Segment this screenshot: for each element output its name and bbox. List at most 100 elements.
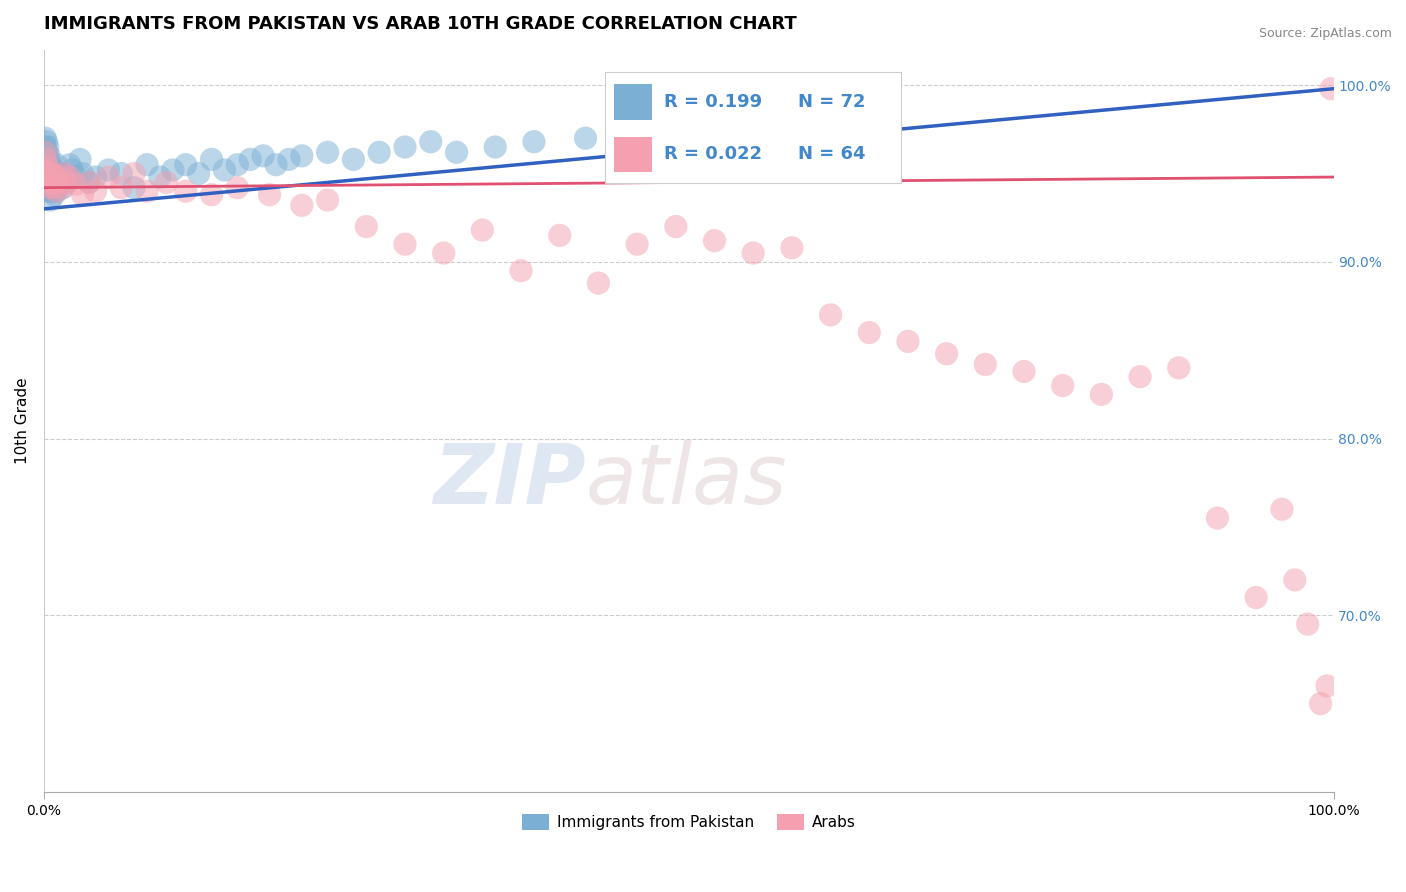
Point: [1167, 360, 1189, 375]
Legend: Immigrants from Pakistan, Arabs: Immigrants from Pakistan, Arabs: [516, 808, 862, 837]
Point: [48, 167, 70, 181]
Point: [84, 184, 107, 198]
Point: [187, 167, 209, 181]
Point: [174, 158, 197, 172]
Text: atlas: atlas: [585, 440, 787, 521]
Point: [59, 169, 82, 184]
Point: [39, 193, 62, 207]
Point: [162, 163, 184, 178]
Point: [69, 153, 91, 167]
Point: [44, 180, 66, 194]
Point: [39, 173, 62, 187]
Point: [1129, 369, 1152, 384]
Point: [419, 135, 441, 149]
Point: [38, 149, 60, 163]
Point: [35, 169, 58, 184]
Point: [1271, 502, 1294, 516]
Point: [53, 167, 76, 181]
Point: [574, 131, 596, 145]
Point: [259, 187, 281, 202]
Point: [703, 234, 725, 248]
Point: [77, 175, 100, 189]
Point: [35, 135, 58, 149]
Point: [45, 158, 67, 172]
Point: [84, 169, 107, 184]
Point: [626, 237, 648, 252]
Point: [35, 145, 58, 160]
Point: [46, 169, 69, 184]
Point: [239, 153, 262, 167]
Point: [37, 180, 59, 194]
Text: IMMIGRANTS FROM PAKISTAN VS ARAB 10TH GRADE CORRELATION CHART: IMMIGRANTS FROM PAKISTAN VS ARAB 10TH GR…: [44, 15, 797, 33]
Point: [678, 122, 700, 136]
Point: [39, 158, 62, 172]
Point: [1296, 617, 1319, 632]
Point: [226, 158, 249, 172]
Point: [41, 184, 63, 198]
Point: [820, 308, 842, 322]
Point: [1316, 679, 1339, 693]
Point: [35, 153, 58, 167]
Text: ZIP: ZIP: [433, 440, 585, 521]
Point: [1012, 364, 1035, 378]
Point: [44, 187, 66, 202]
Point: [1284, 573, 1306, 587]
Point: [37, 160, 59, 174]
Point: [136, 158, 159, 172]
Point: [935, 347, 957, 361]
Point: [42, 180, 65, 194]
Point: [433, 246, 456, 260]
Point: [974, 357, 997, 371]
Point: [110, 180, 132, 194]
Point: [46, 175, 69, 189]
Point: [34, 158, 56, 172]
Point: [56, 175, 79, 189]
Point: [1206, 511, 1229, 525]
Point: [44, 167, 66, 181]
Point: [38, 163, 60, 178]
Point: [72, 187, 94, 202]
Point: [484, 140, 506, 154]
Point: [65, 169, 87, 184]
Text: Source: ZipAtlas.com: Source: ZipAtlas.com: [1258, 27, 1392, 40]
Point: [897, 334, 920, 349]
Point: [110, 167, 132, 181]
Point: [34, 140, 56, 154]
Point: [97, 163, 120, 178]
Point: [77, 175, 100, 189]
Point: [780, 241, 803, 255]
Point: [51, 180, 73, 194]
Point: [35, 153, 58, 167]
Point: [42, 163, 65, 178]
Point: [471, 223, 494, 237]
Point: [523, 135, 546, 149]
Point: [97, 169, 120, 184]
Point: [41, 167, 63, 181]
Point: [155, 175, 177, 189]
Point: [665, 219, 688, 234]
Point: [548, 228, 571, 243]
Point: [35, 175, 58, 189]
Point: [34, 131, 56, 145]
Point: [53, 167, 76, 181]
Point: [122, 180, 145, 194]
Point: [200, 153, 222, 167]
Point: [72, 167, 94, 181]
Point: [38, 167, 60, 181]
Point: [52, 180, 75, 194]
Point: [34, 145, 56, 160]
Point: [38, 184, 60, 198]
Point: [41, 177, 63, 191]
Point: [35, 163, 58, 178]
Point: [60, 163, 83, 178]
Point: [51, 169, 73, 184]
Point: [742, 246, 765, 260]
Point: [342, 153, 364, 167]
Point: [214, 163, 236, 178]
Point: [37, 153, 59, 167]
Point: [1320, 81, 1343, 95]
Point: [39, 169, 62, 184]
Y-axis label: 10th Grade: 10th Grade: [15, 377, 30, 464]
Point: [37, 140, 59, 154]
Point: [277, 153, 299, 167]
